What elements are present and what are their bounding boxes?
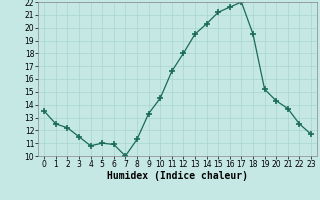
X-axis label: Humidex (Indice chaleur): Humidex (Indice chaleur) xyxy=(107,171,248,181)
